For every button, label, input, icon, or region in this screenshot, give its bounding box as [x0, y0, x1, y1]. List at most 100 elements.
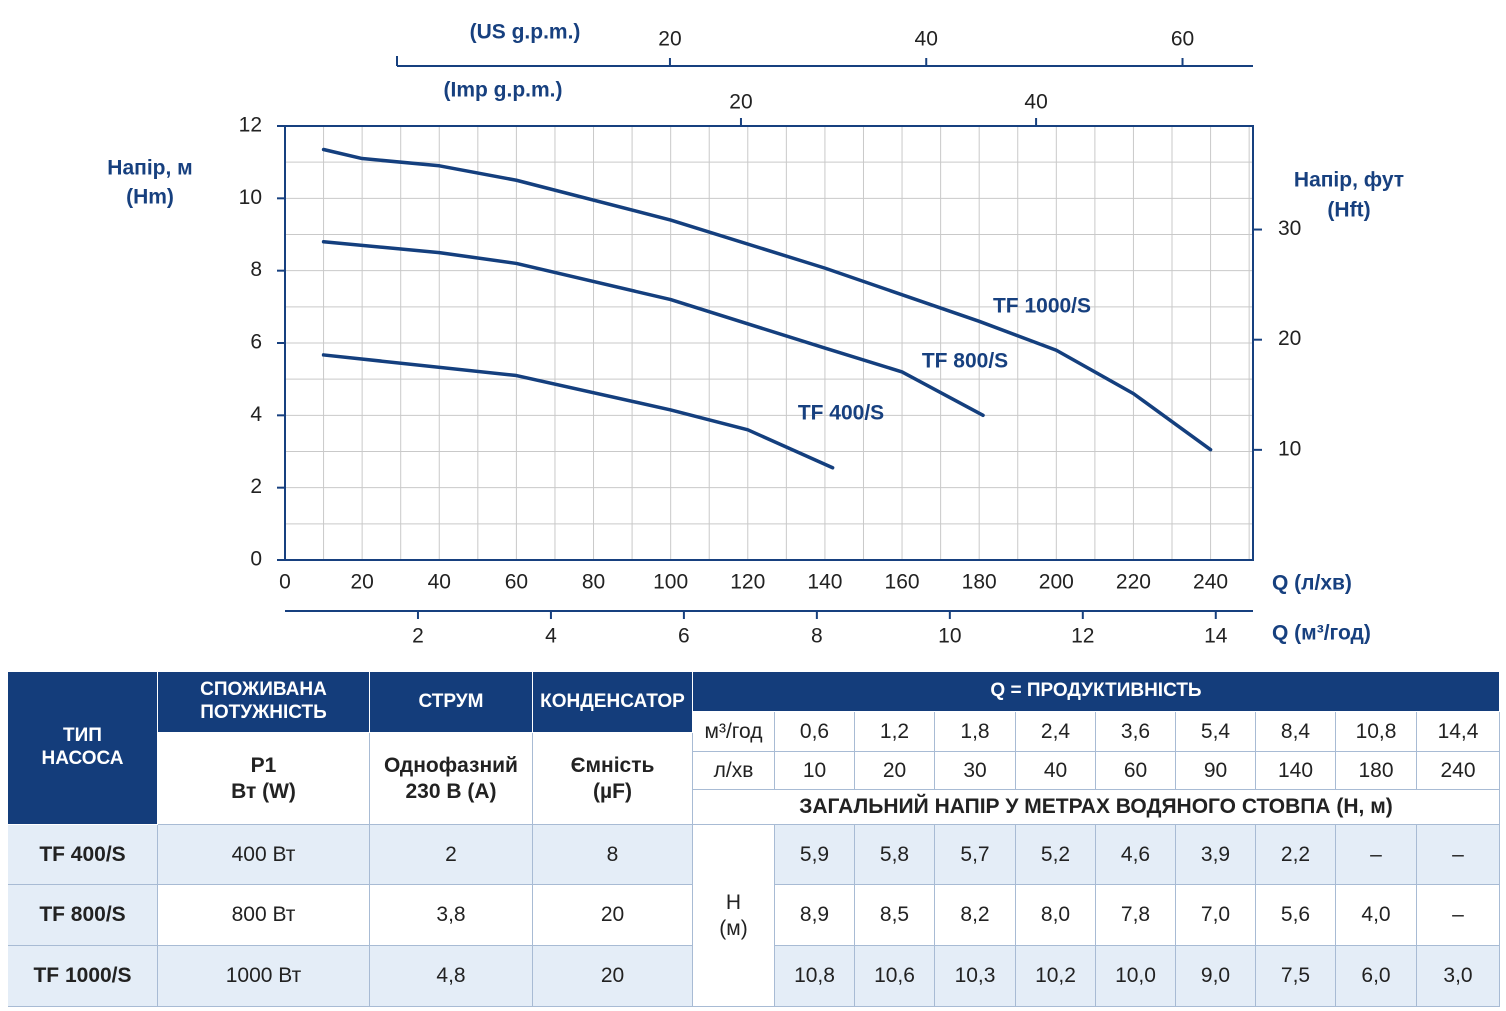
x-tick-label: 220 [1116, 571, 1151, 594]
cell-text: Q = ПРОДУКТИВНІСТЬ [990, 680, 1202, 702]
cell-text: TF 800/S [39, 903, 126, 927]
us-tick-label: 60 [1171, 28, 1194, 51]
cell-text: (м) [719, 916, 748, 940]
table-cell: 1,2 [855, 712, 935, 752]
cell-text: СПОЖИВАНА [200, 679, 327, 701]
axis-title: Напір, м [107, 157, 192, 180]
table-cell: 7,0 [1176, 885, 1256, 946]
table-cell: 20 [533, 885, 693, 946]
series-label: TF 400/S [798, 402, 884, 425]
table-cell: 4,0 [1336, 885, 1417, 946]
cell-text: 8,9 [799, 903, 830, 927]
cell-text: 6,0 [1361, 964, 1391, 988]
cell-text: 10,0 [1115, 964, 1156, 988]
x2-tick-label: 8 [811, 625, 823, 648]
curve [321, 147, 1213, 452]
cell-text: 230 В (А) [405, 779, 497, 803]
cell-text: 3,9 [1200, 842, 1231, 866]
cell-text: 10,8 [794, 964, 835, 988]
table-cell: – [1417, 885, 1500, 946]
table-cell: 3,0 [1417, 946, 1500, 1007]
table-cell: 5,2 [1016, 825, 1096, 885]
imp-tick-label: 40 [1024, 91, 1047, 114]
y-tick-label: 12 [239, 114, 262, 137]
cell-text: КОНДЕНСАТОР [540, 690, 685, 712]
table-cell: 2 [370, 825, 533, 885]
table-cell: 7,8 [1096, 885, 1176, 946]
cell-text: P1 [250, 754, 277, 778]
table-cell: 10 [775, 752, 855, 790]
table-cell: 140 [1256, 752, 1336, 790]
x-tick-label: 20 [350, 571, 373, 594]
table-cell: СПОЖИВАНА ПОТУЖНІСТЬ [158, 672, 370, 733]
table-cell: 1,8 [935, 712, 1016, 752]
axis-title: (Imp g.p.m.) [444, 79, 563, 102]
table-cell: ТИП НАСОСА [8, 672, 158, 825]
table-cell: H (м) [693, 825, 775, 1007]
table-cell: 5,4 [1176, 712, 1256, 752]
series-label: TF 1000/S [993, 295, 1091, 318]
table-cell: 60 [1096, 752, 1176, 790]
table-cell: 4,8 [370, 946, 533, 1007]
table-cell: 5,9 [775, 825, 855, 885]
cell-text: 5,4 [1200, 719, 1231, 743]
cell-text: 9,0 [1200, 964, 1231, 988]
cell-text: Однофазний [384, 754, 518, 778]
curve [321, 353, 835, 470]
y-tick-label: 4 [250, 403, 262, 426]
table-cell: P1 Вт (W) [158, 733, 370, 825]
cell-text: 4,8 [436, 964, 466, 988]
y-tick-label: 8 [250, 258, 262, 281]
table-cell: 3,9 [1176, 825, 1256, 885]
cell-text: 90 [1203, 758, 1228, 782]
cell-text: 1,2 [879, 719, 910, 743]
cell-text: 4,6 [1120, 842, 1151, 866]
cell-text: м³/год [704, 719, 763, 743]
cell-text: 400 Вт [231, 842, 296, 866]
table-cell: 800 Вт [158, 885, 370, 946]
cell-text: 8,4 [1280, 719, 1311, 743]
table-cell: 1000 Вт [158, 946, 370, 1007]
cell-text: 8,5 [879, 903, 910, 927]
cell-text: СТРУМ [418, 690, 484, 712]
table-cell: – [1336, 825, 1417, 885]
cell-text: Ємність [570, 754, 655, 778]
axis-title: (US g.p.m.) [470, 21, 581, 44]
x-tick-label: 120 [730, 571, 765, 594]
table-cell: 8,9 [775, 885, 855, 946]
axis-title: Напір, фут [1294, 169, 1404, 192]
cell-text: – [1452, 842, 1464, 866]
cell-text: 60 [1123, 758, 1148, 782]
axis-title: (Hft) [1327, 199, 1370, 222]
table-cell: ЗАГАЛЬНИЙ НАПІР У МЕТРАХ ВОДЯНОГО СТОВПА… [693, 790, 1500, 825]
cell-text: 1,8 [960, 719, 990, 743]
x-tick-label: 0 [279, 571, 291, 594]
table-cell: 0,6 [775, 712, 855, 752]
axis-title: Q (м³/год) [1272, 622, 1371, 645]
cell-text: – [1452, 903, 1464, 927]
table-cell: 9,0 [1176, 946, 1256, 1007]
cell-text: 3,8 [436, 903, 466, 927]
table-cell: 10,3 [935, 946, 1016, 1007]
cell-text: 40 [1043, 758, 1068, 782]
table-cell: 8 [533, 825, 693, 885]
y-tick-label: 6 [250, 331, 262, 354]
x-tick-label: 160 [885, 571, 920, 594]
cell-text: л/хв [713, 758, 754, 782]
cell-text: 10,3 [954, 964, 996, 988]
table-cell: 5,6 [1256, 885, 1336, 946]
cell-text: 5,2 [1040, 842, 1071, 866]
cell-text: (µF) [593, 779, 632, 803]
x-tick-label: 60 [505, 571, 528, 594]
imp-tick-label: 20 [729, 91, 752, 114]
cell-text: 2 [445, 842, 457, 866]
axis-title: Q (л/хв) [1272, 572, 1352, 595]
y-tick-label: 2 [250, 475, 262, 498]
cell-text: НАСОСА [41, 748, 124, 769]
cell-text: 5,6 [1280, 903, 1311, 927]
x2-tick-label: 14 [1204, 625, 1228, 648]
table-cell: 3,8 [370, 885, 533, 946]
table-cell: 4,6 [1096, 825, 1176, 885]
cell-text: 10,6 [874, 964, 915, 988]
cell-text: 3,6 [1120, 719, 1151, 743]
